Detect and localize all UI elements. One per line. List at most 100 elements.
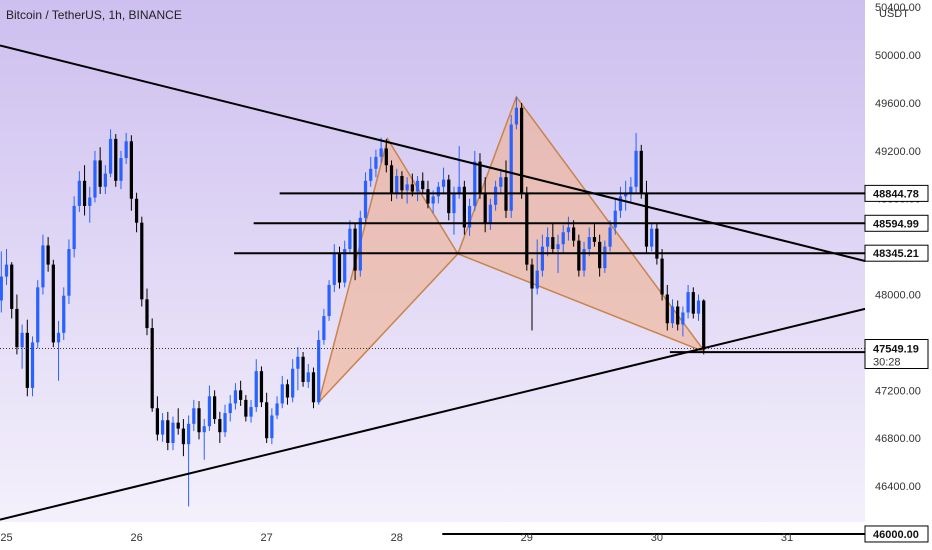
candle-body [441, 179, 446, 187]
candle-body [598, 241, 602, 269]
candle-body [88, 197, 92, 206]
candle [363, 172, 368, 223]
candle [244, 395, 248, 422]
candle-body [587, 237, 591, 250]
candle [202, 419, 206, 460]
candle [77, 171, 81, 212]
candle [566, 216, 571, 241]
candle-body [296, 356, 300, 369]
candle [317, 330, 321, 405]
candle-body [62, 295, 66, 333]
candle [639, 144, 643, 199]
candle-body [670, 306, 675, 324]
candle [369, 156, 373, 187]
chart-title: Bitcoin / TetherUS, 1h, BINANCE [6, 8, 182, 22]
candle [160, 413, 165, 442]
x-tick-label: 28 [391, 532, 403, 544]
time-axis[interactable]: 25 26 27 28 29 30 31 [0, 532, 793, 544]
candle-body [519, 107, 524, 193]
candle-body [691, 292, 695, 314]
price-axis-background[interactable] [865, 0, 932, 550]
y-tick-label: 46400.00 [875, 481, 921, 493]
candle [598, 234, 602, 277]
candle-body [41, 245, 45, 288]
candle [213, 390, 217, 424]
candle [452, 186, 456, 235]
candle-body [160, 420, 165, 435]
candle [379, 137, 383, 163]
candle-body [186, 423, 191, 445]
candle [4, 249, 9, 285]
candle [134, 192, 139, 233]
candle [535, 239, 539, 295]
candle [176, 408, 180, 435]
candle-body [301, 356, 305, 382]
candle-body [431, 196, 435, 204]
candle-body [114, 138, 118, 181]
candle-body [176, 422, 180, 429]
candle [223, 404, 227, 437]
candle-body [181, 428, 186, 445]
candle-body [270, 415, 274, 439]
candle [702, 299, 706, 355]
candle-body [150, 328, 154, 409]
candle [551, 222, 555, 254]
candle [670, 299, 675, 329]
candle-body [457, 186, 461, 193]
candle [145, 288, 149, 336]
candle [488, 198, 492, 230]
candle [374, 149, 378, 178]
candle [608, 220, 612, 252]
pattern-triangle-2 [457, 96, 706, 353]
candle-body [10, 264, 14, 309]
trendlines[interactable] [0, 44, 866, 521]
candle [405, 177, 409, 204]
currency-label: USDT [879, 8, 909, 20]
candle [546, 227, 550, 257]
candles [0, 96, 706, 507]
candle [30, 336, 35, 397]
candle [348, 220, 352, 254]
candle-body [639, 150, 643, 193]
candle-body [166, 420, 170, 443]
candle-body [259, 371, 264, 403]
candle-body [56, 332, 61, 343]
candle-body [233, 390, 238, 404]
candle-body [530, 264, 534, 289]
x-tick-label: 30 [651, 532, 663, 544]
candle-body [155, 408, 160, 435]
candle-body [244, 399, 248, 417]
candle [499, 168, 503, 194]
x-tick-label: 31 [781, 532, 793, 544]
candle [93, 150, 97, 203]
candle [155, 396, 160, 441]
candle [249, 399, 253, 423]
candle-body [4, 264, 9, 277]
candle-body [608, 227, 612, 247]
candle [514, 96, 519, 130]
level-label-box [864, 184, 929, 202]
candle [327, 280, 331, 321]
level-label: 48345.21 [864, 244, 929, 262]
candle-body [650, 228, 654, 247]
time-axis-background[interactable] [0, 522, 865, 550]
candle-body [280, 384, 284, 404]
candle-body [119, 158, 123, 181]
candle-body [499, 177, 503, 187]
candle-body [426, 189, 430, 204]
horizontal-levels[interactable] [0, 192, 865, 535]
candle [655, 222, 659, 265]
candle-body [265, 402, 269, 439]
candle [525, 186, 529, 271]
candle [587, 227, 591, 257]
candle [291, 359, 295, 403]
candle [540, 234, 545, 277]
candle-body [108, 138, 113, 174]
candle [696, 294, 701, 321]
candle-body [311, 372, 316, 403]
current-price-box [864, 338, 929, 369]
candle-body [129, 141, 133, 199]
candle [10, 262, 14, 319]
